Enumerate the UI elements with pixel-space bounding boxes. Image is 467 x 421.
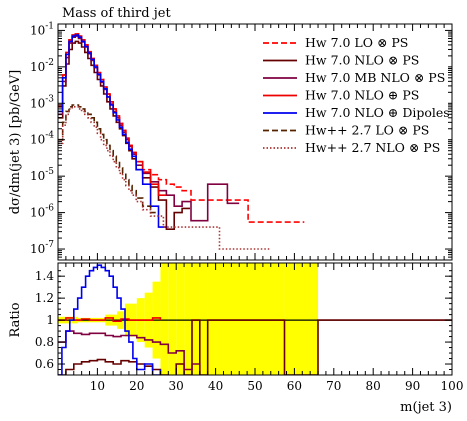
main-curves xyxy=(58,33,305,250)
ratio-tick-label: 1.4 xyxy=(35,269,54,283)
legend-label: Hw++ 2.7 NLO ⊗ PS xyxy=(305,140,440,155)
ratio-band-bin xyxy=(184,263,192,375)
ratio-line-2 xyxy=(58,330,201,375)
x-tick-label: 20 xyxy=(129,379,144,393)
ratio-band-bin xyxy=(199,263,208,375)
ratio-tick-label: 0.6 xyxy=(35,357,54,371)
y-tick-label: 10-7 xyxy=(30,240,54,256)
legend-label: Hw 7.0 LO ⊗ PS xyxy=(305,35,408,50)
y-tick-label: 10-3 xyxy=(30,94,54,110)
legend-label: Hw 7.0 NLO ⊕ Dipoles xyxy=(305,105,450,120)
legend-label: Hw 7.0 MB NLO ⊗ PS xyxy=(305,70,445,85)
x-tick-label: 30 xyxy=(169,379,184,393)
ratio-curves xyxy=(58,264,452,375)
y-axis-label: dσ/dm(jet 3) [pb/GeV] xyxy=(8,70,23,215)
y-tick-label: 10-2 xyxy=(30,58,54,74)
legend-label: Hw++ 2.7 LO ⊗ PS xyxy=(305,123,429,138)
ratio-plot: 0.6 0.8 1 1.2 1.4 10 20 30 40 50 60 70 80 90 100 xyxy=(35,262,464,393)
x-tick-label: 10 xyxy=(90,379,105,393)
ratio-tick-label: 0.8 xyxy=(35,335,54,349)
ratio-tick-label: 1.2 xyxy=(35,291,54,305)
x-tick-label: 50 xyxy=(247,379,262,393)
ratio-ticks: 0.6 0.8 1 1.2 1.4 10 20 30 40 50 60 70 80 90 100 xyxy=(35,263,464,393)
series-line-5 xyxy=(58,34,167,228)
legend-background xyxy=(257,33,448,166)
x-axis-label: m(jet 3) xyxy=(400,400,452,415)
series-line-3 xyxy=(58,35,240,222)
ratio-band-bin xyxy=(160,263,169,375)
y-tick-label: 10-6 xyxy=(30,204,54,220)
ratio-band xyxy=(58,263,452,375)
x-tick-label: 90 xyxy=(405,379,420,393)
ratio-line-4 xyxy=(58,264,162,375)
series-line-6 xyxy=(58,104,159,214)
x-tick-label: 70 xyxy=(326,379,341,393)
legend-label: Hw 7.0 NLO ⊗ PS xyxy=(305,53,419,68)
y-tick-label: 10-4 xyxy=(30,131,54,147)
series-line-2 xyxy=(58,40,190,230)
ratio-band-bin xyxy=(207,263,285,375)
ratio-band-bin xyxy=(176,263,185,375)
x-tick-label: 100 xyxy=(441,379,464,393)
ratio-band-bin xyxy=(168,263,177,375)
y-tick-label: 10-5 xyxy=(30,167,54,183)
legend: Hw 7.0 LO ⊗ PS Hw 7.0 NLO ⊗ PS Hw 7.0 MB N… xyxy=(257,33,450,166)
chart-title: Mass of third jet xyxy=(62,6,171,21)
x-tick-label: 80 xyxy=(366,379,381,393)
ratio-tick-label: 1 xyxy=(46,313,54,327)
legend-label: Hw 7.0 NLO ⊕ PS xyxy=(305,88,419,103)
x-tick-label: 40 xyxy=(208,379,223,393)
y-tick-label: 10-1 xyxy=(30,21,54,37)
series-line-7 xyxy=(58,106,271,250)
ratio-band-bin xyxy=(284,263,319,375)
ratio-band-bin xyxy=(191,263,200,375)
x-tick-label: 60 xyxy=(287,379,302,393)
ratio-axis-label: Ratio xyxy=(8,302,23,337)
